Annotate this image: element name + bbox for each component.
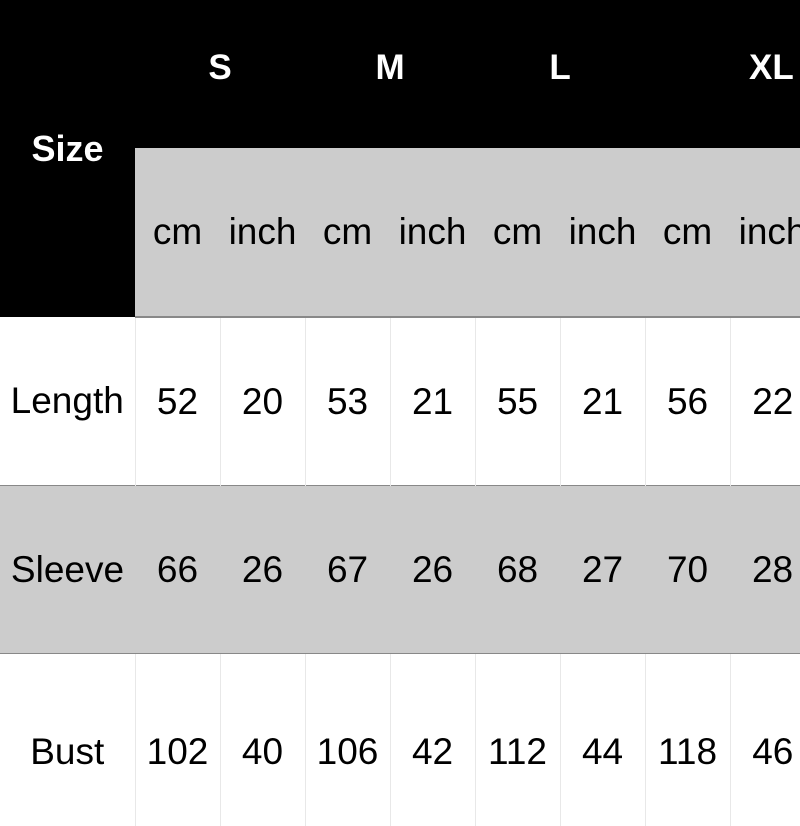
unit-cell: inch: [560, 148, 645, 317]
size-s-header: S: [135, 0, 305, 148]
unit-cell: cm: [475, 148, 560, 317]
unit-cell: cm: [645, 148, 730, 317]
unit-cell: cm: [135, 148, 220, 317]
unit-cell: cm: [305, 148, 390, 317]
value-cell: 27: [560, 486, 645, 654]
value-cell: 21: [390, 317, 475, 486]
row-label: Sleeve: [0, 486, 135, 654]
value-cell: 112: [475, 654, 560, 826]
value-cell: 53: [305, 317, 390, 486]
row-label: Length: [0, 317, 135, 486]
value-cell: 46: [730, 654, 800, 826]
value-cell: 102: [135, 654, 220, 826]
row-label: Bust: [0, 654, 135, 826]
value-cell: 106: [305, 654, 390, 826]
size-xl-header: XL: [645, 0, 800, 148]
value-cell: 20: [220, 317, 305, 486]
value-cell: 66: [135, 486, 220, 654]
table-row-length: Length 52 20 53 21 55 21 56 22: [0, 317, 800, 486]
size-header-row: Size S M L XL: [0, 0, 800, 148]
unit-cell: inch: [220, 148, 305, 317]
value-cell: 70: [645, 486, 730, 654]
value-cell: 21: [560, 317, 645, 486]
value-cell: 67: [305, 486, 390, 654]
value-cell: 68: [475, 486, 560, 654]
size-corner-label: Size: [0, 0, 135, 317]
unit-cell: inch: [390, 148, 475, 317]
value-cell: 52: [135, 317, 220, 486]
value-cell: 44: [560, 654, 645, 826]
unit-cell: inch: [730, 148, 800, 317]
value-cell: 28: [730, 486, 800, 654]
size-l-header: L: [475, 0, 645, 148]
value-cell: 22: [730, 317, 800, 486]
value-cell: 56: [645, 317, 730, 486]
value-cell: 55: [475, 317, 560, 486]
value-cell: 40: [220, 654, 305, 826]
value-cell: 26: [390, 486, 475, 654]
size-m-header: M: [305, 0, 475, 148]
table-row-sleeve: Sleeve 66 26 67 26 68 27 70 28: [0, 486, 800, 654]
value-cell: 118: [645, 654, 730, 826]
value-cell: 42: [390, 654, 475, 826]
value-cell: 26: [220, 486, 305, 654]
table-row-bust: Bust 102 40 106 42 112 44 118 46: [0, 654, 800, 826]
